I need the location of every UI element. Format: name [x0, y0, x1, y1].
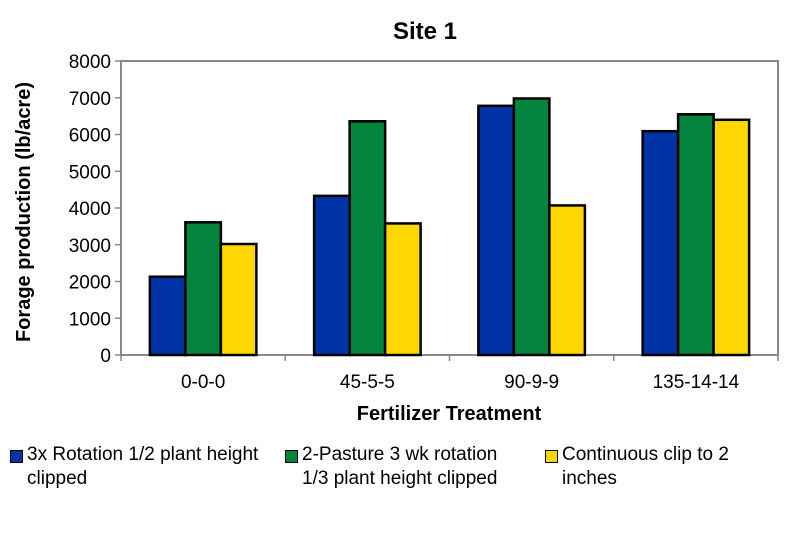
y-tick-label: 0	[100, 346, 111, 367]
y-axis-label: Forage production (lb/acre)	[13, 82, 35, 342]
bar-2-135-14-14	[676, 113, 715, 357]
bar-2-45-5-5	[348, 120, 387, 357]
y-tick-label: 8000	[69, 52, 111, 73]
bar-3-135-14-14	[712, 118, 751, 357]
y-tick-label: 2000	[69, 273, 111, 294]
bar-1-90-9-9	[477, 104, 516, 357]
bar-chart: Site 1 0 1000 2000 3000 4000 5000 6000 7000 8000…	[13, 18, 779, 425]
bar-3-45-5-5	[383, 222, 422, 357]
bar-1-45-5-5	[312, 194, 351, 357]
bar-1-0-0-0	[148, 275, 187, 357]
legend-label: 2-Pasture 3 wk rotation 1/3 plant height…	[302, 444, 498, 489]
bar-3-0-0-0	[219, 242, 258, 357]
legend-swatch	[545, 450, 558, 463]
legend-item-series-1: 3x Rotation 1/2 plant height clipped	[10, 443, 270, 491]
bar-3-90-9-9	[548, 204, 587, 357]
x-tick-label: 135-14-14	[653, 372, 740, 393]
legend-label: 3x Rotation 1/2 plant height clipped	[27, 444, 259, 489]
bar-1-135-14-14	[641, 129, 680, 357]
x-axis-label: Fertilizer Treatment	[357, 403, 542, 425]
y-tick-label: 5000	[69, 162, 111, 183]
x-tick-label: 45-5-5	[340, 372, 395, 393]
legend-label: Continuous clip to 2 inches	[562, 444, 729, 489]
legend: 3x Rotation 1/2 plant height clipped 2-P…	[10, 443, 800, 533]
bar-2-0-0-0	[184, 221, 223, 357]
y-tick-label: 3000	[69, 236, 111, 257]
legend-swatch	[10, 450, 23, 463]
y-tick-label: 6000	[69, 126, 111, 147]
y-tick-label: 7000	[69, 89, 111, 110]
bar-2-90-9-9	[512, 97, 551, 357]
legend-swatch	[285, 450, 298, 463]
y-tick-label: 1000	[69, 309, 111, 330]
legend-item-series-3: Continuous clip to 2 inches	[545, 443, 775, 491]
x-tick-label: 90-9-9	[504, 372, 559, 393]
legend-item-series-2: 2-Pasture 3 wk rotation 1/3 plant height…	[285, 443, 500, 491]
chart-title: Site 1	[393, 18, 457, 45]
y-tick-label: 4000	[69, 199, 111, 220]
x-tick-label: 0-0-0	[181, 372, 225, 393]
